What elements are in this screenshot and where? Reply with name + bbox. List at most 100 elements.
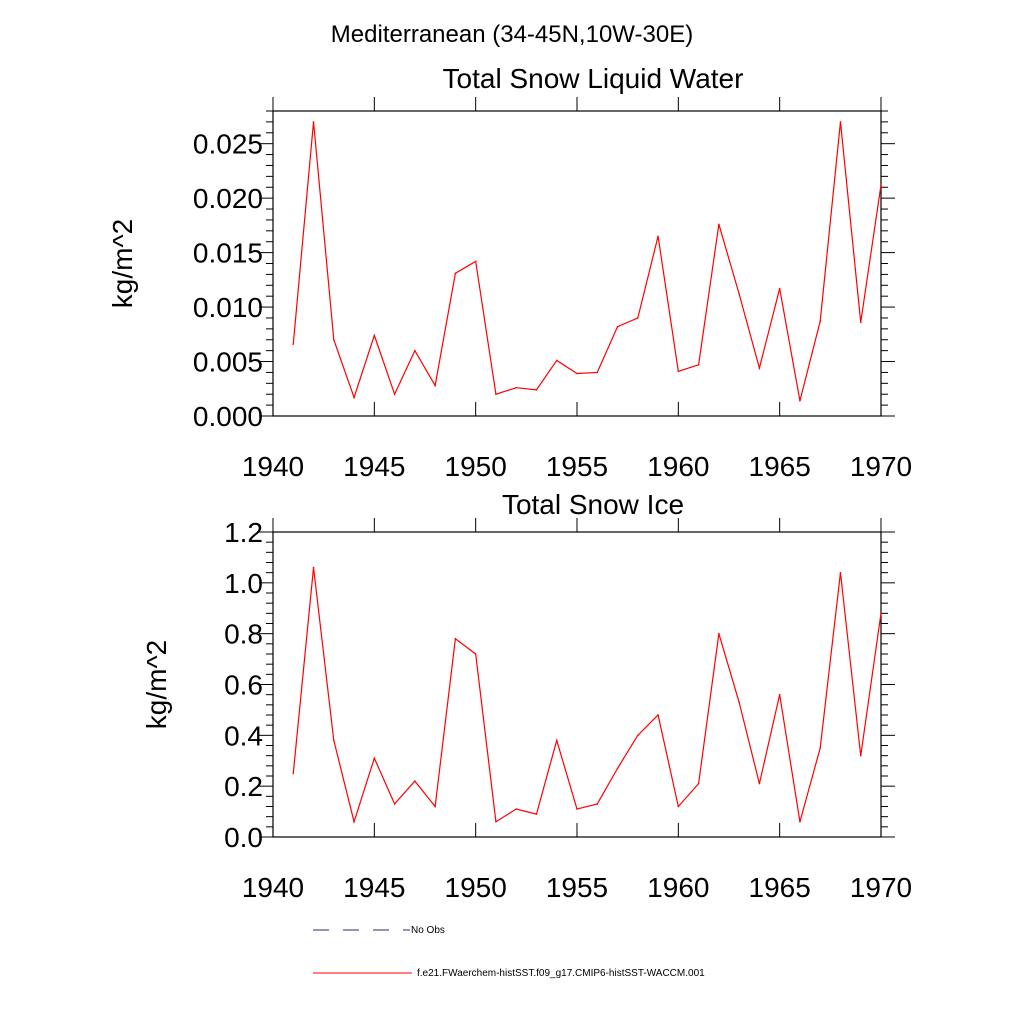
data-point <box>637 734 639 737</box>
data-point <box>576 372 578 375</box>
y-tick-label: 0.6 <box>224 670 263 701</box>
plot-frame <box>272 110 882 417</box>
data-point <box>596 371 599 374</box>
data-point <box>434 384 436 387</box>
data-point <box>535 813 538 815</box>
data-point <box>819 747 821 749</box>
data-point <box>495 820 497 823</box>
legend-entry-no-obs: No Obs <box>313 925 445 936</box>
data-point <box>555 739 558 742</box>
y-tick-label: 0.8 <box>224 619 263 650</box>
chart-panel-2: Total Snow Ice 1940 1945 1950 1955 1960 1965 19… <box>141 489 912 903</box>
data-point <box>454 637 457 640</box>
chart-panel-1: Total Snow Liquid Water 1940 1945 1950 1955 1… <box>107 63 912 482</box>
x-tick-label: 1940 <box>242 872 304 903</box>
chart-title: Total Snow Liquid Water <box>443 63 744 94</box>
y-tick-label: 0.025 <box>193 129 263 160</box>
data-point <box>312 121 315 123</box>
y-tick-label: 0.010 <box>193 292 263 323</box>
data-point <box>353 820 355 823</box>
y-tick-label: 0.005 <box>193 347 263 378</box>
data-point <box>697 782 700 785</box>
data-point <box>454 272 457 275</box>
data-point <box>393 393 396 396</box>
data-point <box>778 287 781 290</box>
data-point <box>414 349 416 352</box>
legend: No Obs f.e21.FWaerchem-histSST.f09_g17.CM… <box>313 925 705 979</box>
data-point <box>576 808 578 810</box>
suptitle: Mediterranean (34-45N,10W-30E) <box>331 21 693 48</box>
data-point <box>718 223 720 226</box>
x-tick-label: 1955 <box>546 872 608 903</box>
data-point <box>819 320 821 323</box>
y-axis-label: kg/m^2 <box>141 640 172 729</box>
legend-label: No Obs <box>411 925 445 936</box>
x-tick-label: 1960 <box>647 872 709 903</box>
data-point <box>637 317 639 319</box>
data-point <box>657 235 659 238</box>
data-point <box>859 321 862 324</box>
series-line <box>292 567 882 824</box>
data-point <box>677 370 680 373</box>
y-tick-label: 0.0 <box>224 822 263 853</box>
data-point <box>474 653 477 655</box>
data-point <box>697 364 700 366</box>
data-point <box>657 714 659 716</box>
data-point <box>799 820 801 823</box>
chart-title: Total Snow Ice <box>502 489 684 520</box>
data-point <box>393 803 396 805</box>
data-point <box>474 260 477 263</box>
data-point <box>333 338 335 341</box>
data-point <box>718 632 720 635</box>
data-point <box>515 808 517 810</box>
data-point <box>738 701 740 704</box>
data-point <box>880 184 882 186</box>
data-point <box>414 780 416 782</box>
x-tick-label: 1945 <box>343 872 405 903</box>
data-point <box>839 571 842 574</box>
data-point <box>292 343 295 345</box>
data-point <box>677 805 680 808</box>
x-tick-label: 1970 <box>850 872 912 903</box>
y-tick-label: 0.015 <box>193 238 263 269</box>
x-tick-label: 1955 <box>546 451 608 482</box>
x-tick-label: 1940 <box>242 451 304 482</box>
legend-label: f.e21.FWaerchem-histSST.f09_g17.CMIP6-hi… <box>417 968 705 979</box>
y-tick-label: 0.000 <box>193 401 263 432</box>
x-tick-label: 1970 <box>850 451 912 482</box>
data-point <box>859 754 862 757</box>
data-point <box>353 396 355 399</box>
data-point <box>373 334 376 337</box>
data-point <box>312 566 315 569</box>
y-axis-label: kg/m^2 <box>107 219 138 308</box>
data-point <box>333 739 335 742</box>
x-tick-label: 1945 <box>343 451 405 482</box>
x-tick-label: 1960 <box>647 451 709 482</box>
data-point <box>839 121 842 123</box>
y-tick-label: 0.2 <box>224 771 263 802</box>
data-point <box>596 803 599 805</box>
y-tick-label: 1.2 <box>224 517 263 548</box>
data-point <box>758 367 761 369</box>
y-tick-label: 0.020 <box>193 183 263 214</box>
y-tick-label: 1.0 <box>224 568 263 599</box>
data-point <box>434 805 436 808</box>
legend-entry-model: f.e21.FWaerchem-histSST.f09_g17.CMIP6-hi… <box>313 968 705 979</box>
data-point <box>535 389 538 391</box>
data-point <box>616 325 619 328</box>
x-tick-label: 1965 <box>749 451 811 482</box>
series-line <box>292 121 882 401</box>
data-point <box>373 757 376 760</box>
data-point <box>292 772 295 775</box>
data-point <box>616 767 619 770</box>
x-tick-label: 1950 <box>445 451 507 482</box>
data-point <box>799 399 801 402</box>
data-point <box>778 693 781 696</box>
data-point <box>880 612 882 615</box>
data-point <box>758 782 761 785</box>
data-point <box>515 386 517 389</box>
data-point <box>495 393 497 396</box>
data-point <box>738 293 740 295</box>
